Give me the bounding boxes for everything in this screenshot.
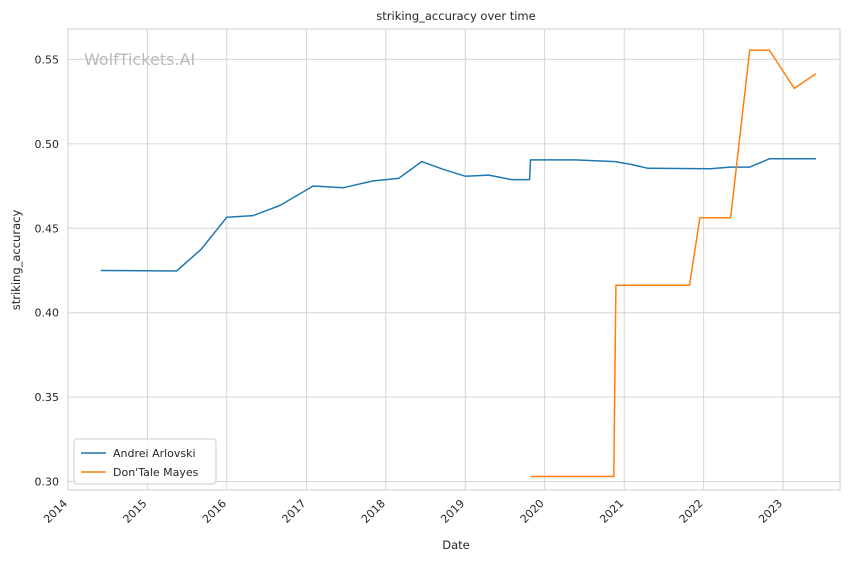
y-tick-label: 0.35 — [35, 391, 60, 404]
watermark-text: WolfTickets.AI — [84, 50, 195, 69]
grid — [67, 29, 840, 490]
y-tick-label: 0.40 — [35, 307, 60, 320]
x-tick-label: 2021 — [597, 497, 626, 526]
x-tick-label: 2017 — [280, 497, 309, 526]
y-tick-label: 0.45 — [35, 222, 60, 235]
x-tick-label: 2022 — [677, 497, 706, 526]
x-tick-label: 2023 — [756, 497, 785, 526]
series-lines — [100, 49, 817, 478]
x-tick-label: 2015 — [121, 497, 150, 526]
legend-label-andrei-arlovski: Andrei Arlovski — [113, 447, 196, 460]
x-tick-label: 2016 — [200, 497, 229, 526]
chart-title: striking_accuracy over time — [376, 9, 535, 23]
y-tick-label: 0.55 — [35, 53, 60, 66]
y-axis-label: striking_accuracy — [9, 210, 23, 311]
series-line-andrei-arlovski — [100, 157, 816, 272]
legend: Andrei Arlovski Don'Tale Mayes — [73, 438, 217, 485]
y-tick-labels: 0.30 0.35 0.40 0.45 0.50 0.55 — [35, 53, 60, 488]
x-tick-labels: 2014 2015 2016 2017 2018 2019 2020 2021 2022 2023 — [41, 497, 785, 526]
y-tick-label: 0.30 — [35, 476, 60, 489]
legend-box — [73, 438, 217, 485]
x-tick-label: 2014 — [41, 497, 70, 526]
series-line-don-tale-mayes — [530, 49, 817, 478]
x-tick-label: 2020 — [518, 497, 547, 526]
x-tick-label: 2019 — [438, 497, 467, 526]
x-axis-label: Date — [442, 538, 470, 552]
legend-label-dontale-mayes: Don'Tale Mayes — [113, 466, 199, 479]
plot-frame — [67, 28, 841, 491]
y-tick-label: 0.50 — [35, 138, 60, 151]
x-tick-label: 2018 — [359, 497, 388, 526]
axes — [67, 28, 841, 491]
